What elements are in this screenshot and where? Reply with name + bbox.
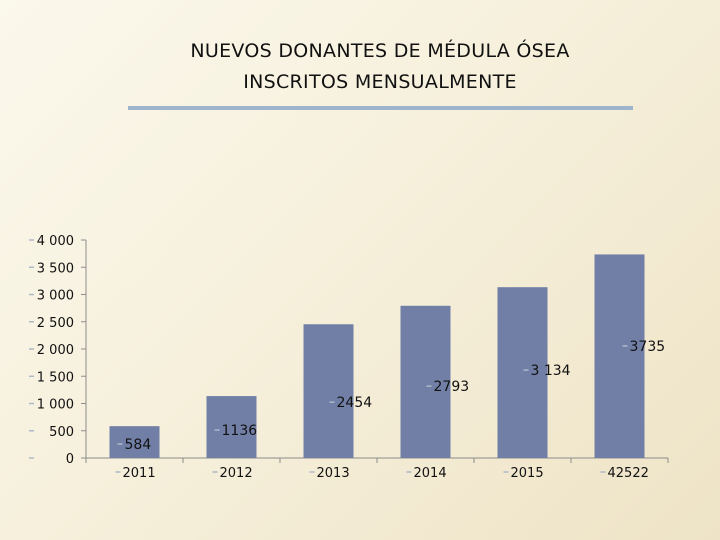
bar bbox=[497, 287, 548, 458]
y-tick-label: 500 bbox=[49, 425, 74, 440]
bar bbox=[303, 324, 354, 458]
y-tick-label: 1 500 bbox=[37, 370, 74, 385]
y-tick-label: 3 500 bbox=[37, 261, 74, 276]
bar bbox=[206, 396, 257, 458]
y-tick-label: 1 000 bbox=[37, 398, 74, 413]
data-label: 2454 bbox=[337, 395, 373, 411]
data-label: 584 bbox=[125, 437, 152, 453]
x-tick-label: 2014 bbox=[414, 466, 447, 481]
data-label: 2793 bbox=[434, 379, 470, 395]
x-tick-label: 2011 bbox=[123, 466, 156, 481]
data-label: 3 134 bbox=[531, 363, 571, 379]
x-tick-label: 2015 bbox=[511, 466, 544, 481]
y-tick-label: 2 500 bbox=[37, 316, 74, 331]
chart-title: NUEVOS DONANTES DE MÉDULA ÓSEA INSCRITOS… bbox=[60, 36, 700, 98]
x-tick-label: 42522 bbox=[608, 466, 649, 481]
chart-title-line-2: INSCRITOS MENSUALMENTE bbox=[243, 71, 517, 93]
data-label: 3735 bbox=[630, 339, 666, 355]
y-tick-label: 2 000 bbox=[37, 343, 74, 358]
y-tick-label: 0 bbox=[66, 452, 74, 467]
chart-title-line-1: NUEVOS DONANTES DE MÉDULA ÓSEA bbox=[190, 40, 570, 62]
data-label: 1136 bbox=[222, 423, 258, 439]
bar bbox=[594, 254, 645, 458]
y-tick-label: 3 000 bbox=[37, 289, 74, 304]
bar bbox=[400, 305, 451, 458]
y-tick-label: 4 000 bbox=[37, 234, 74, 249]
bar bbox=[109, 426, 160, 458]
title-underline bbox=[128, 106, 633, 110]
x-tick-label: 2013 bbox=[317, 466, 350, 481]
x-tick-label: 2012 bbox=[220, 466, 253, 481]
